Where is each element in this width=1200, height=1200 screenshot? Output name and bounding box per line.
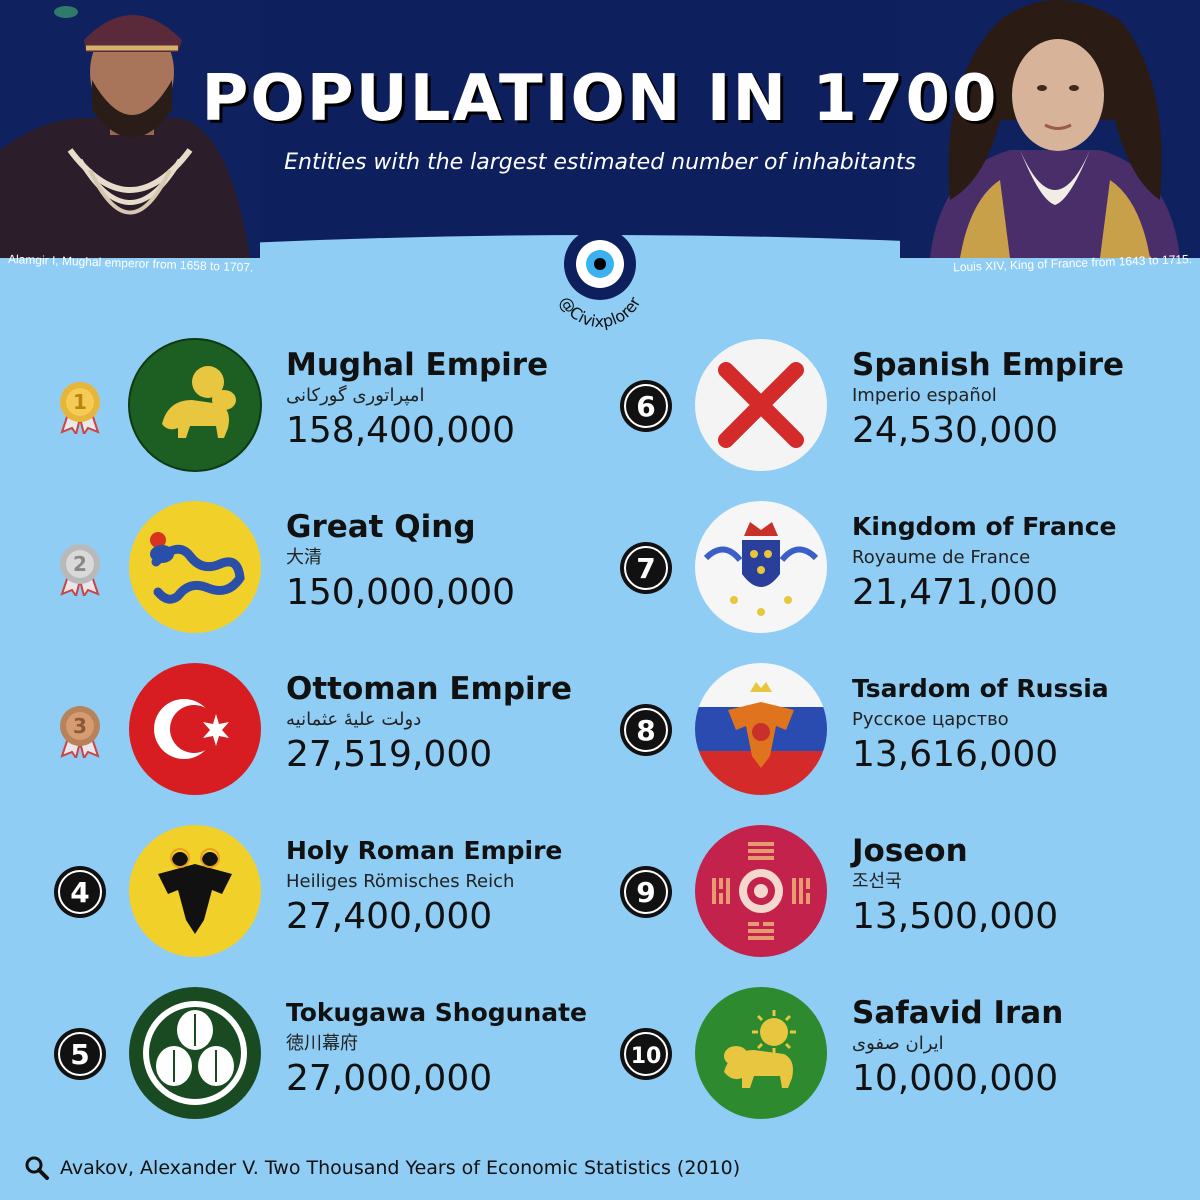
joseon-trigram-flag-icon	[695, 825, 827, 957]
list-item-rank-10: 10 Safavid Iran ایران صفوی 10,000,000	[618, 984, 1178, 1134]
brand-logo: @Civixplorer	[541, 212, 659, 342]
mughal-emperor-portrait	[0, 0, 260, 258]
entity-native-name: امپراتوری گورکانی	[286, 385, 425, 406]
evil-eye-icon: @Civixplorer	[555, 228, 645, 331]
gold-medal-icon: 1	[60, 382, 100, 434]
list-item-rank-1: 1 Mughal Empire امپراتوری گورکانی 158,40…	[52, 336, 612, 486]
magnifier-icon	[25, 1156, 49, 1180]
hre-eagle-flag-icon	[129, 825, 261, 957]
header: POPULATION IN 1700 Entities with the lar…	[0, 0, 1200, 331]
entity-population: 27,000,000	[286, 1058, 493, 1099]
page-title: POPULATION IN 1700	[201, 62, 999, 136]
france-royal-arms-flag-icon	[695, 501, 827, 633]
ottoman-crescent-flag-icon	[129, 663, 261, 795]
entity-population: 21,471,000	[852, 572, 1059, 613]
entity-native-name: ایران صفوی	[852, 1033, 944, 1054]
svg-text:3: 3	[73, 714, 87, 738]
burgundy-cross-flag-icon	[695, 339, 827, 471]
russia-eagle-flag-icon	[695, 663, 827, 795]
entity-native-name: 徳川幕府	[286, 1033, 358, 1054]
entity-population: 13,616,000	[852, 734, 1059, 775]
entity-name: Tsardom of Russia	[852, 674, 1109, 703]
entity-name: Holy Roman Empire	[286, 836, 563, 865]
entity-native-name: Imperio español	[852, 385, 997, 406]
svg-text:4: 4	[70, 876, 89, 909]
source-footer: Avakov, Alexander V. Two Thousand Years …	[24, 1155, 740, 1181]
list-item-rank-3: 3 Ottoman Empire دولت علیهٔ عثمانیه 27,5…	[52, 660, 612, 810]
svg-text:5: 5	[70, 1038, 89, 1071]
svg-text:9: 9	[636, 876, 655, 909]
list-item-rank-7: 7 Kingdom of France Royaume de France 21…	[618, 498, 1178, 648]
entity-population: 150,000,000	[286, 572, 516, 613]
mughal-lion-flag-icon	[128, 338, 262, 472]
number-10-icon: 10	[620, 1028, 672, 1080]
entity-name: Spanish Empire	[852, 347, 1125, 383]
number-9-icon: 9	[620, 866, 672, 918]
entity-population: 27,400,000	[286, 896, 493, 937]
entity-native-name: Русское царство	[852, 709, 1009, 730]
entity-name: Kingdom of France	[852, 512, 1117, 541]
svg-text:8: 8	[636, 714, 655, 747]
source-citation: Avakov, Alexander V. Two Thousand Years …	[60, 1157, 741, 1179]
list-item-rank-4: 4 Holy Roman Empire Heiliges Römisches R…	[52, 822, 612, 972]
entity-population: 158,400,000	[286, 410, 516, 451]
number-8-icon: 8	[620, 704, 672, 756]
entity-native-name: Royaume de France	[852, 547, 1031, 568]
svg-text:2: 2	[73, 552, 87, 576]
entity-name: Safavid Iran	[852, 995, 1064, 1031]
louis-xiv-portrait	[900, 0, 1200, 258]
number-5-icon: 5	[54, 1028, 106, 1080]
entity-native-name: 大清	[286, 547, 322, 568]
list-item-rank-2: 2 Great Qing 大清 150,000,000	[52, 498, 612, 648]
qing-dragon-flag-icon	[129, 501, 261, 633]
page-subtitle: Entities with the largest estimated numb…	[284, 150, 916, 175]
bronze-medal-icon: 3	[60, 706, 100, 758]
number-4-icon: 4	[54, 866, 106, 918]
entity-name: Ottoman Empire	[286, 671, 572, 707]
entity-native-name: Heiliges Römisches Reich	[286, 871, 515, 892]
entity-name: Mughal Empire	[286, 347, 549, 383]
list-item-rank-9: 9 Joseon 조선국 13,500,000	[618, 822, 1178, 972]
list-item-rank-8: 8 Tsardom of Russia Русское царство 13,6…	[618, 660, 1178, 810]
svg-text:1: 1	[73, 390, 87, 414]
number-6-icon: 6	[620, 380, 672, 432]
tokugawa-crest-flag-icon	[129, 987, 261, 1119]
entity-population: 13,500,000	[852, 896, 1059, 937]
entity-name: Tokugawa Shogunate	[286, 998, 588, 1027]
svg-text:10: 10	[631, 1044, 662, 1069]
list-item-rank-6: 6 Spanish Empire Imperio español 24,530,…	[618, 336, 1178, 486]
entity-native-name: 조선국	[852, 871, 902, 892]
number-7-icon: 7	[620, 542, 672, 594]
entity-population: 24,530,000	[852, 410, 1059, 451]
entity-population: 27,519,000	[286, 734, 493, 775]
entity-population: 10,000,000	[852, 1058, 1059, 1099]
svg-text:7: 7	[636, 552, 655, 585]
list-item-rank-5: 5 Tokugawa Shogunate 徳川幕府 27,000,000	[52, 984, 612, 1134]
entity-name: Great Qing	[286, 509, 476, 545]
entity-name: Joseon	[852, 833, 968, 869]
safavid-lion-sun-flag-icon	[695, 987, 827, 1119]
svg-text:6: 6	[636, 390, 655, 423]
silver-medal-icon: 2	[60, 544, 100, 596]
entity-native-name: دولت علیهٔ عثمانیه	[286, 709, 422, 730]
